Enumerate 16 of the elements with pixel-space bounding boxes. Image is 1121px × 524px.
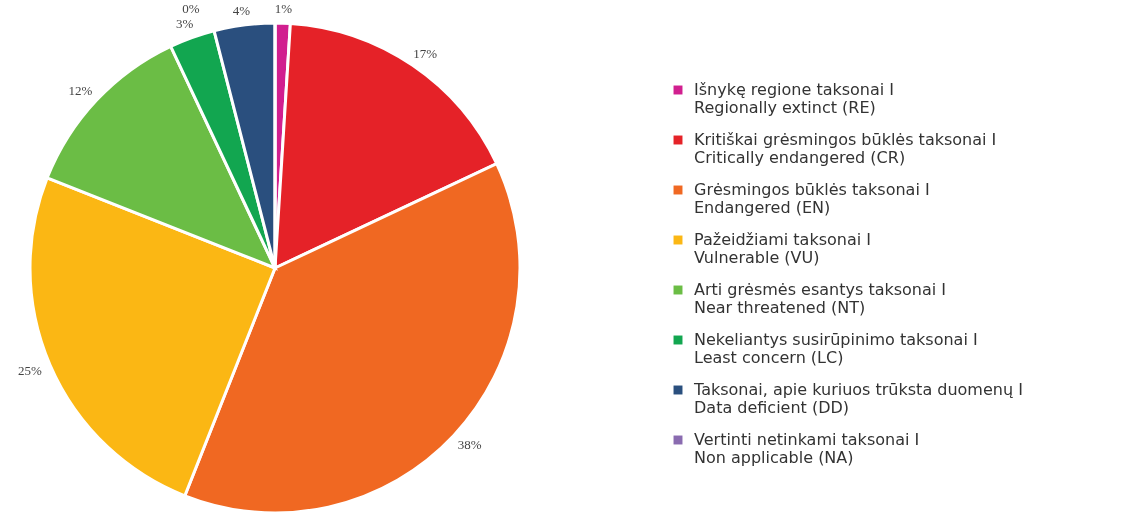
- legend-label: Vertinti netinkami taksonai I Non applicable (NA): [694, 430, 920, 467]
- data-label: 1%: [274, 1, 293, 17]
- data-label: 38%: [457, 437, 482, 453]
- data-label: 12%: [68, 82, 93, 98]
- data-label: 17%: [413, 45, 438, 61]
- legend-label: Nekeliantys susirūpinimo taksonai I Least concern (LC): [694, 330, 978, 367]
- data-label: 4%: [232, 3, 251, 19]
- data-label: 3%: [175, 16, 194, 32]
- legend-label: Grėsmingos būklės taksonai I Endangered (EN): [694, 180, 930, 217]
- data-label: 25%: [18, 362, 43, 378]
- legend-label: Išnykę regione taksonai I Regionally extinct (RE): [694, 80, 895, 117]
- legend-label: Arti grėsmės esantys taksonai I Near threatened (NT): [694, 280, 947, 317]
- legend-label: Pažeidžiami taksonai I Vulnerable (VU): [694, 230, 872, 267]
- text: 0%: [182, 1, 200, 16]
- legend-label: Kritiškai grėsmingos būklės taksonai I Critically endangered (CR): [694, 130, 997, 167]
- legend-label: Taksonai, apie kuriuos trūksta duomenų I Data deficient (DD): [693, 380, 1023, 417]
